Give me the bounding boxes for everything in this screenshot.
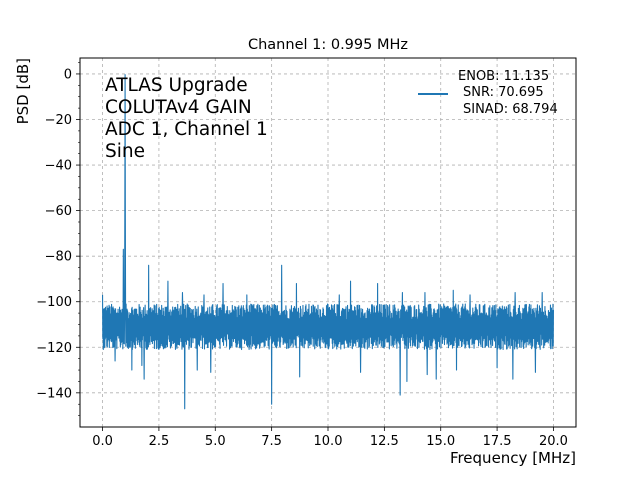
y-axis-label: PSD [dB]: [14, 58, 32, 124]
x-tick-label: 10.0: [314, 434, 343, 449]
x-tick-label: 15.0: [426, 434, 455, 449]
psd-trace-group: [102, 74, 554, 410]
y-axis: 0 −20 −40 −60 −80 −100 −120 −140: [36, 67, 80, 401]
x-tick-label: 5.0: [205, 434, 226, 449]
y-tick-label: −140: [36, 386, 72, 401]
chart-title: Channel 1: 0.995 MHz: [248, 37, 408, 53]
annotation-line-1: ATLAS Upgrade: [105, 75, 248, 96]
legend: ENOB: 11.135 SNR: 70.695 SINAD: 68.794: [418, 69, 558, 117]
y-tick-label: −80: [45, 250, 72, 265]
x-axis: 0.0 2.5 5.0 7.5 10.0 12.5 15.0 17.5 20.0: [92, 427, 568, 449]
y-tick-label: −120: [36, 341, 72, 356]
annotation-line-4: Sine: [105, 141, 145, 162]
x-tick-label: 20.0: [539, 434, 568, 449]
y-tick-label: 0: [64, 67, 72, 82]
annotation-block: ATLAS Upgrade COLUTAv4 GAIN ADC 1, Chann…: [105, 75, 268, 162]
x-tick-label: 0.0: [92, 434, 113, 449]
x-tick-label: 12.5: [370, 434, 399, 449]
legend-line-enob: ENOB: 11.135: [458, 69, 549, 84]
y-tick-label: −100: [36, 295, 72, 310]
x-tick-label: 17.5: [483, 434, 512, 449]
annotation-line-2: COLUTAv4 GAIN: [105, 97, 252, 118]
psd-trace: [102, 74, 554, 410]
x-axis-label: Frequency [MHz]: [450, 449, 576, 467]
annotation-line-3: ADC 1, Channel 1: [105, 119, 268, 140]
y-minor-ticks: [78, 62, 80, 416]
x-tick-label: 2.5: [149, 434, 170, 449]
x-tick-label: 7.5: [261, 434, 282, 449]
legend-line-sinad: SINAD: 68.794: [463, 102, 558, 117]
y-tick-label: −40: [45, 159, 72, 174]
y-tick-label: −60: [45, 204, 72, 219]
y-tick-label: −20: [45, 113, 72, 128]
legend-line-snr: SNR: 70.695: [463, 85, 544, 100]
